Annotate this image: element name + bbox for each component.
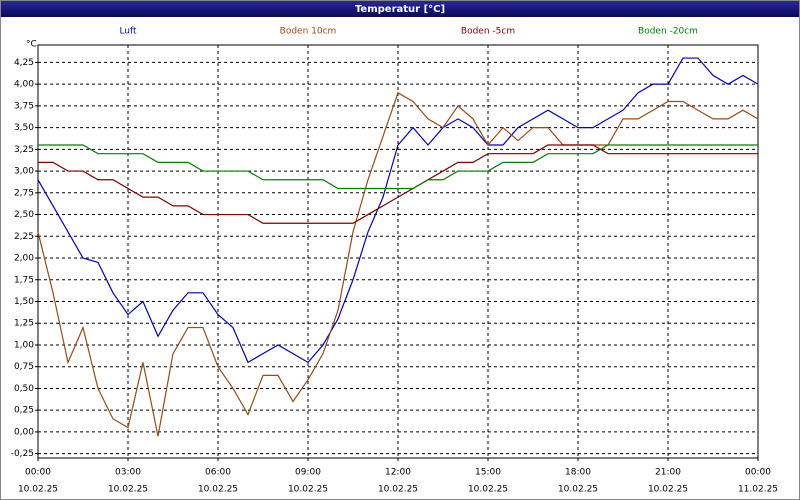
y-tick-label: 1,75 bbox=[14, 275, 34, 285]
y-tick-label: 2,75 bbox=[14, 188, 34, 198]
y-tick-label: 2,25 bbox=[14, 232, 34, 242]
chart-title: Temperatur [°C] bbox=[355, 4, 445, 15]
title-bar bbox=[0, 0, 800, 17]
x-tick-label: 21:00 bbox=[655, 468, 681, 478]
x-tick-date: 10.02.25 bbox=[648, 485, 688, 495]
legend-entry: Boden -20cm bbox=[638, 27, 698, 37]
legend-entry: Boden -5cm bbox=[461, 27, 515, 37]
y-tick-label: 1,50 bbox=[14, 297, 34, 307]
x-tick-date: 10.02.25 bbox=[378, 485, 418, 495]
y-tick-label: 0,75 bbox=[14, 362, 34, 372]
x-tick-date: 10.02.25 bbox=[108, 485, 148, 495]
x-tick-label: 06:00 bbox=[205, 468, 231, 478]
legend-entry: Boden 10cm bbox=[280, 27, 337, 37]
y-unit: °C bbox=[26, 40, 37, 50]
y-tick-label: 3,75 bbox=[14, 101, 34, 111]
y-tick-label: 4,25 bbox=[14, 58, 34, 68]
x-tick-label: 12:00 bbox=[385, 468, 411, 478]
series-line bbox=[37, 91, 759, 437]
y-tick-label: 3,50 bbox=[14, 123, 34, 133]
y-tick-label: 0,25 bbox=[14, 406, 34, 416]
x-tick-date: 11.02.25 bbox=[738, 485, 778, 495]
y-tick-label: 1,25 bbox=[14, 319, 34, 329]
x-tick-label: 09:00 bbox=[295, 468, 321, 478]
x-tick-date: 10.02.25 bbox=[198, 485, 238, 495]
legend-entry: Luft bbox=[119, 27, 137, 37]
x-tick-date: 10.02.25 bbox=[18, 485, 58, 495]
y-tick-label: 2,50 bbox=[14, 210, 34, 220]
y-tick-label: -0,25 bbox=[11, 449, 34, 459]
x-tick-date: 10.02.25 bbox=[558, 485, 598, 495]
series-line bbox=[38, 144, 758, 190]
y-tick-label: 3,25 bbox=[14, 145, 34, 155]
y-tick-label: 4,00 bbox=[14, 80, 34, 90]
series-line bbox=[37, 57, 759, 364]
x-tick-date: 10.02.25 bbox=[468, 485, 508, 495]
x-tick-label: 00:00 bbox=[745, 468, 771, 478]
y-tick-label: 1,00 bbox=[14, 340, 34, 350]
x-tick-label: 00:00 bbox=[25, 468, 51, 478]
y-tick-label: 2,00 bbox=[14, 254, 34, 264]
x-tick-label: 15:00 bbox=[475, 468, 501, 478]
y-tick-label: 0,50 bbox=[14, 384, 34, 394]
x-tick-label: 18:00 bbox=[565, 468, 591, 478]
y-tick-label: 3,00 bbox=[14, 167, 34, 177]
x-tick-label: 03:00 bbox=[115, 468, 141, 478]
y-tick-label: 0,00 bbox=[14, 427, 34, 437]
x-tick-date: 10.02.25 bbox=[288, 485, 328, 495]
series-line bbox=[38, 144, 758, 224]
